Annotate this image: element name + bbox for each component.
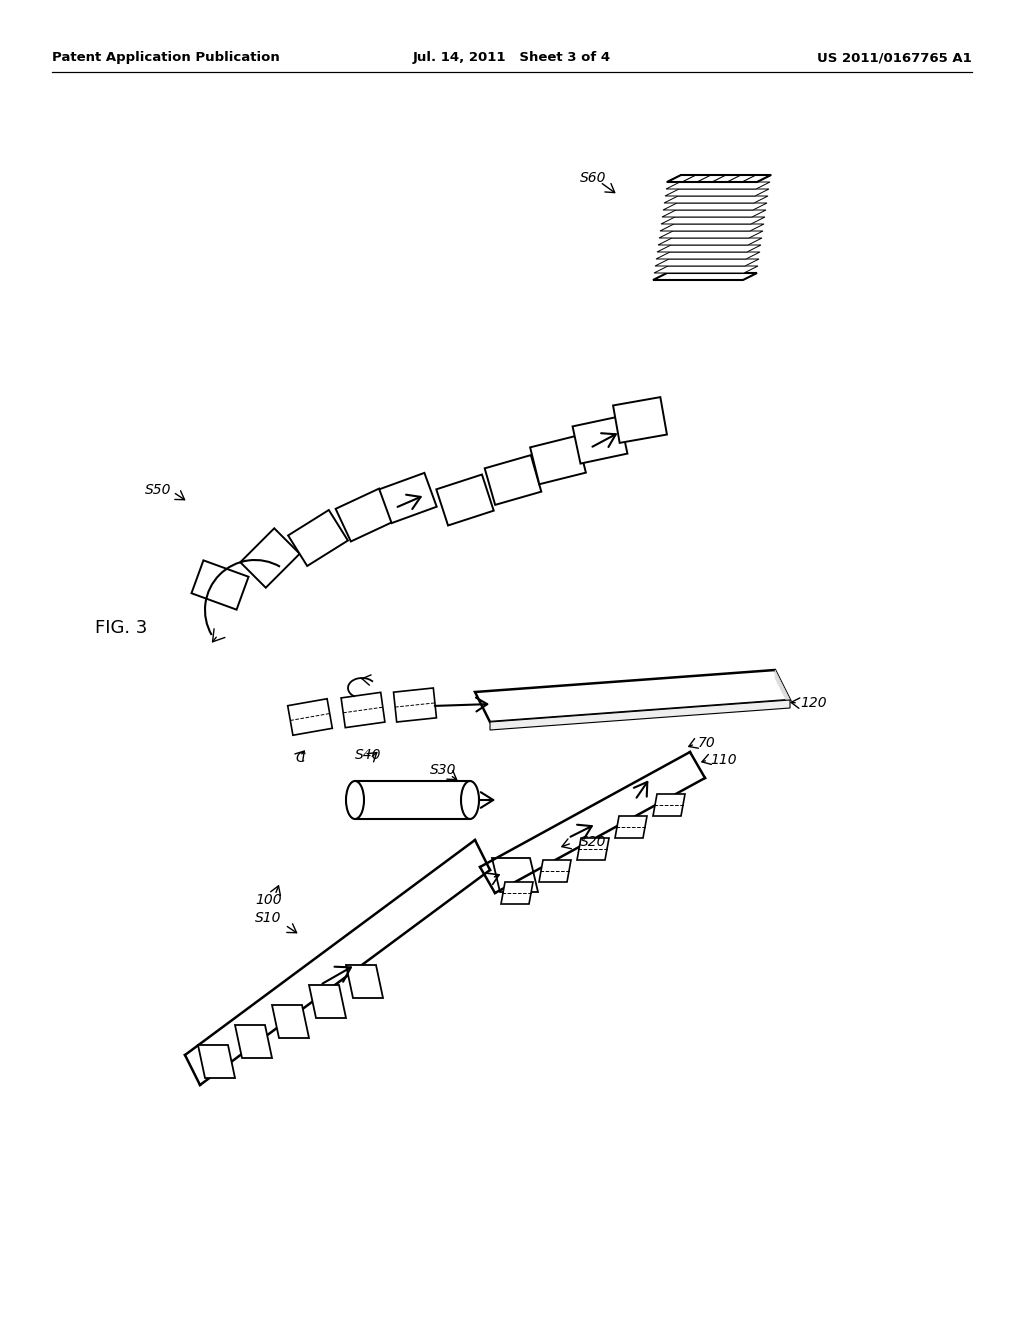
Polygon shape (662, 210, 766, 216)
Polygon shape (191, 561, 249, 610)
Polygon shape (615, 816, 647, 838)
Polygon shape (379, 473, 436, 523)
Polygon shape (336, 488, 394, 541)
Polygon shape (658, 238, 762, 246)
Polygon shape (436, 474, 494, 525)
Polygon shape (272, 1005, 309, 1038)
Polygon shape (309, 985, 346, 1018)
Polygon shape (577, 838, 609, 861)
Text: S60: S60 (580, 172, 606, 185)
Polygon shape (655, 259, 759, 267)
Polygon shape (666, 182, 770, 189)
Polygon shape (475, 671, 790, 722)
Polygon shape (484, 455, 542, 504)
Polygon shape (653, 795, 685, 816)
Polygon shape (539, 861, 571, 882)
Polygon shape (355, 781, 470, 818)
Polygon shape (653, 273, 757, 280)
Polygon shape (530, 436, 586, 484)
Polygon shape (663, 203, 767, 210)
Polygon shape (665, 189, 769, 195)
Ellipse shape (346, 781, 364, 818)
Text: 120: 120 (800, 696, 826, 710)
Text: S40: S40 (355, 748, 382, 762)
Polygon shape (662, 216, 765, 224)
Polygon shape (198, 1045, 234, 1078)
Text: 110: 110 (710, 752, 736, 767)
Text: US 2011/0167765 A1: US 2011/0167765 A1 (817, 51, 972, 65)
Text: S20: S20 (580, 836, 606, 849)
Polygon shape (288, 510, 348, 566)
Polygon shape (667, 176, 771, 182)
Polygon shape (288, 698, 333, 735)
Text: Patent Application Publication: Patent Application Publication (52, 51, 280, 65)
Text: Jul. 14, 2011   Sheet 3 of 4: Jul. 14, 2011 Sheet 3 of 4 (413, 51, 611, 65)
Polygon shape (657, 246, 761, 252)
Polygon shape (572, 416, 628, 463)
Polygon shape (664, 195, 768, 203)
Polygon shape (490, 700, 790, 730)
Text: C: C (295, 751, 305, 766)
Polygon shape (393, 688, 436, 722)
Polygon shape (341, 693, 385, 727)
Text: FIG. 3: FIG. 3 (95, 619, 147, 638)
Text: S30: S30 (430, 763, 457, 777)
Polygon shape (234, 1026, 272, 1059)
Polygon shape (660, 224, 764, 231)
Ellipse shape (461, 781, 479, 818)
Text: 100: 100 (255, 894, 282, 907)
Polygon shape (492, 858, 538, 892)
Text: S10: S10 (255, 911, 282, 925)
Polygon shape (501, 882, 534, 904)
Polygon shape (654, 267, 758, 273)
Text: 70: 70 (698, 737, 716, 750)
Polygon shape (346, 965, 383, 998)
Polygon shape (775, 671, 790, 708)
Polygon shape (659, 231, 763, 238)
Polygon shape (241, 528, 300, 587)
Text: S50: S50 (145, 483, 171, 498)
Polygon shape (613, 397, 667, 444)
Polygon shape (656, 252, 760, 259)
